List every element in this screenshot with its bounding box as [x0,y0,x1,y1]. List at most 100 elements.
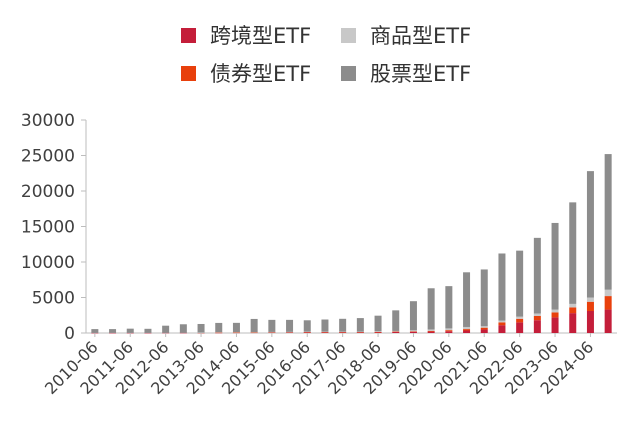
bar-segment [480,327,488,330]
bar-segment [215,332,223,333]
bar-segment [179,324,187,333]
bar-segment [427,329,435,331]
bar-segment [516,322,524,333]
bar-segment [480,329,488,333]
legend-swatch-bond [181,65,196,81]
bar-segment [409,330,417,332]
bar-segment [498,253,506,321]
y-tick-label: 30000 [21,111,75,131]
bar-segment [586,171,594,298]
bar-segment [232,332,240,333]
bar-segment [303,320,311,332]
y-tick-label: 25000 [21,147,75,167]
bar-segment [321,331,329,333]
bar-segment [463,326,471,330]
bar-segment [321,332,329,333]
bar-segment [303,331,311,333]
bar-segment [303,332,311,333]
legend-label-cross_border: 跨境型ETF [210,24,312,48]
bar-segment [551,309,559,313]
bar-segment [392,310,400,331]
y-tick-label: 5000 [32,289,75,309]
bar-segment [498,322,506,326]
bar-segment [409,301,417,331]
bar-segment [250,332,258,333]
bar-segment [445,330,453,332]
bar-segment [303,332,311,333]
bar-segment [569,202,577,304]
bar-segment [215,332,223,334]
bar-segment [533,320,541,333]
bar-segment [480,326,488,328]
bar-segment [356,331,364,333]
bar-segment [268,331,276,333]
y-tick-label: 0 [64,324,75,344]
bar-segment [339,332,347,333]
bar-segment [445,328,453,331]
legend-label-equity: 股票型ETF [370,62,472,86]
bar-segment [445,286,453,329]
bar-segment [392,331,400,333]
bar-segment [126,328,134,333]
bar-segment [463,329,471,331]
bar-segment [604,309,612,333]
legend-swatch-cross_border [181,27,196,43]
bar-segment [533,313,541,316]
y-tick-label: 20000 [21,182,75,202]
bar-segment [445,331,453,333]
bar-segment [339,318,347,332]
bar-segment [339,332,347,333]
legend-label-commodity: 商品型ETF [370,24,472,48]
bar-segment [232,332,240,333]
bar-segment [427,331,435,333]
bar-segment [162,325,170,333]
bar-segment [604,296,612,310]
bar-segment [551,312,559,318]
bar-segment [409,331,417,333]
bar-segment [91,329,99,333]
bar-segment [268,332,276,333]
bar-segment [409,331,417,332]
bar-segment [250,318,258,333]
bar-segment [215,322,223,333]
bar-segment [480,269,488,327]
bar-segment [533,315,541,321]
bar-segment [586,310,594,333]
legend-item-bond: 债券型ETF [181,60,311,86]
bar-segment [463,272,471,327]
bar-segment [179,332,187,334]
bar-segment [109,332,117,334]
legend-item-commodity: 商品型ETF [341,22,471,48]
bar-segment [109,329,117,333]
bar-segment [339,331,347,333]
bar-segment [356,332,364,333]
bar-segment [286,319,294,332]
bar-segment [286,332,294,333]
bar-segment [569,307,577,314]
legend-swatch-commodity [341,27,356,43]
bar-segment [374,315,382,332]
bar-segment [551,317,559,333]
bar-segment [144,328,152,333]
bar-segment [374,331,382,333]
bar-segment [533,237,541,314]
legend-item-equity: 股票型ETF [341,60,471,86]
bar-segment [463,330,471,333]
bar-segment [321,319,329,332]
bar-segment [569,303,577,308]
bar-segment [498,325,506,333]
chart-legend: 跨境型ETF 商品型ETF 债券型ETF 股票型ETF [0,0,621,100]
bar-segment [604,289,612,297]
bar-segment [250,332,258,333]
bar-segment [197,323,205,333]
bar-segment [569,313,577,333]
bar-segment [516,250,524,317]
legend-label-bond: 债券型ETF [210,62,312,86]
legend-item-cross_border: 跨境型ETF [181,22,311,48]
bar-segment [197,332,205,333]
bar-segment [232,322,240,333]
bar-segment [586,301,594,311]
bar-segment [356,318,364,332]
